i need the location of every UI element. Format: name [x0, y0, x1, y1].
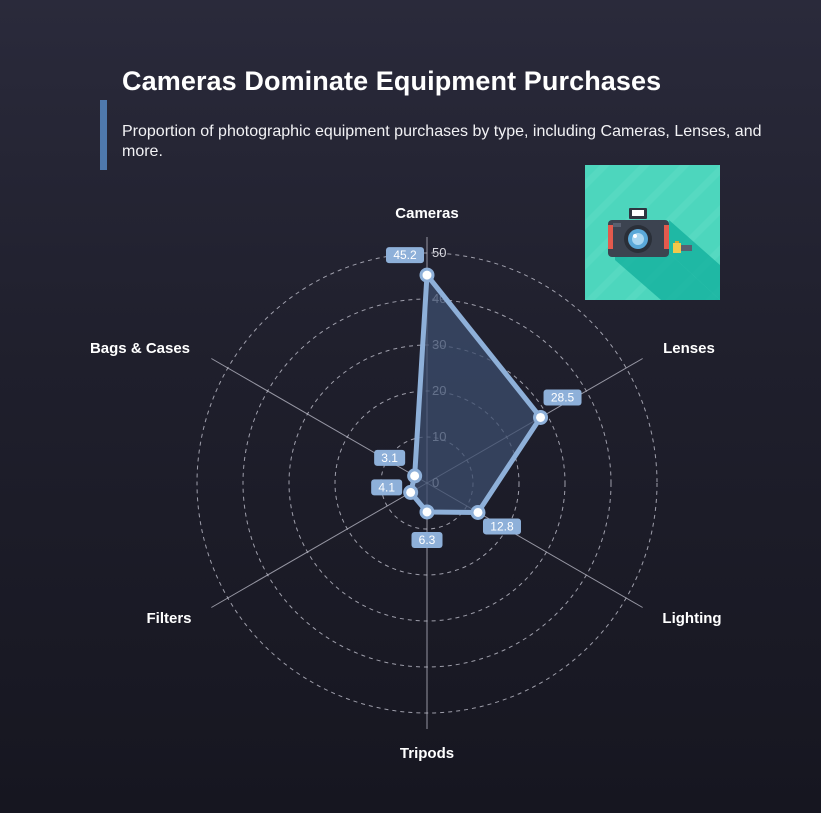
series-area [408, 272, 544, 515]
data-point [419, 267, 435, 283]
category-label: Tripods [400, 745, 454, 762]
category-label: Lenses [663, 340, 715, 357]
svg-text:12.8: 12.8 [490, 519, 514, 533]
svg-text:3.1: 3.1 [381, 451, 398, 465]
data-point [407, 468, 423, 484]
data-label: 12.8 [482, 518, 521, 535]
svg-text:28.5: 28.5 [551, 390, 575, 404]
data-point [470, 504, 486, 520]
title-accent-bar [100, 100, 107, 170]
chart-title: Cameras Dominate Equipment Purchases [122, 66, 662, 96]
data-labels: 45.2 28.5 12.8 6.3 4.1 3.1 [371, 247, 582, 548]
svg-text:6.3: 6.3 [419, 533, 436, 547]
category-label: Filters [146, 610, 191, 627]
data-label: 3.1 [374, 449, 406, 466]
data-point [403, 484, 419, 500]
svg-text:45.2: 45.2 [393, 248, 417, 262]
category-label: Bags & Cases [90, 340, 190, 357]
axis-spoke [211, 482, 428, 608]
data-label: 28.5 [543, 389, 582, 406]
data-point [419, 504, 435, 520]
category-label: Lighting [662, 610, 721, 627]
radial-tick-label: 50 [432, 245, 446, 260]
svg-text:4.1: 4.1 [378, 480, 395, 494]
data-point [533, 409, 549, 425]
category-label: Cameras [395, 205, 458, 222]
chart-subtitle: Proportion of photographic equipment pur… [122, 123, 762, 160]
radar-series [403, 267, 549, 520]
data-label: 4.1 [371, 479, 403, 496]
camera-icon [585, 165, 720, 300]
data-label: 6.3 [411, 531, 443, 548]
data-label: 45.2 [386, 247, 424, 264]
category-labels: Cameras Lenses Lighting Tripods Filters Bags … [90, 205, 722, 762]
